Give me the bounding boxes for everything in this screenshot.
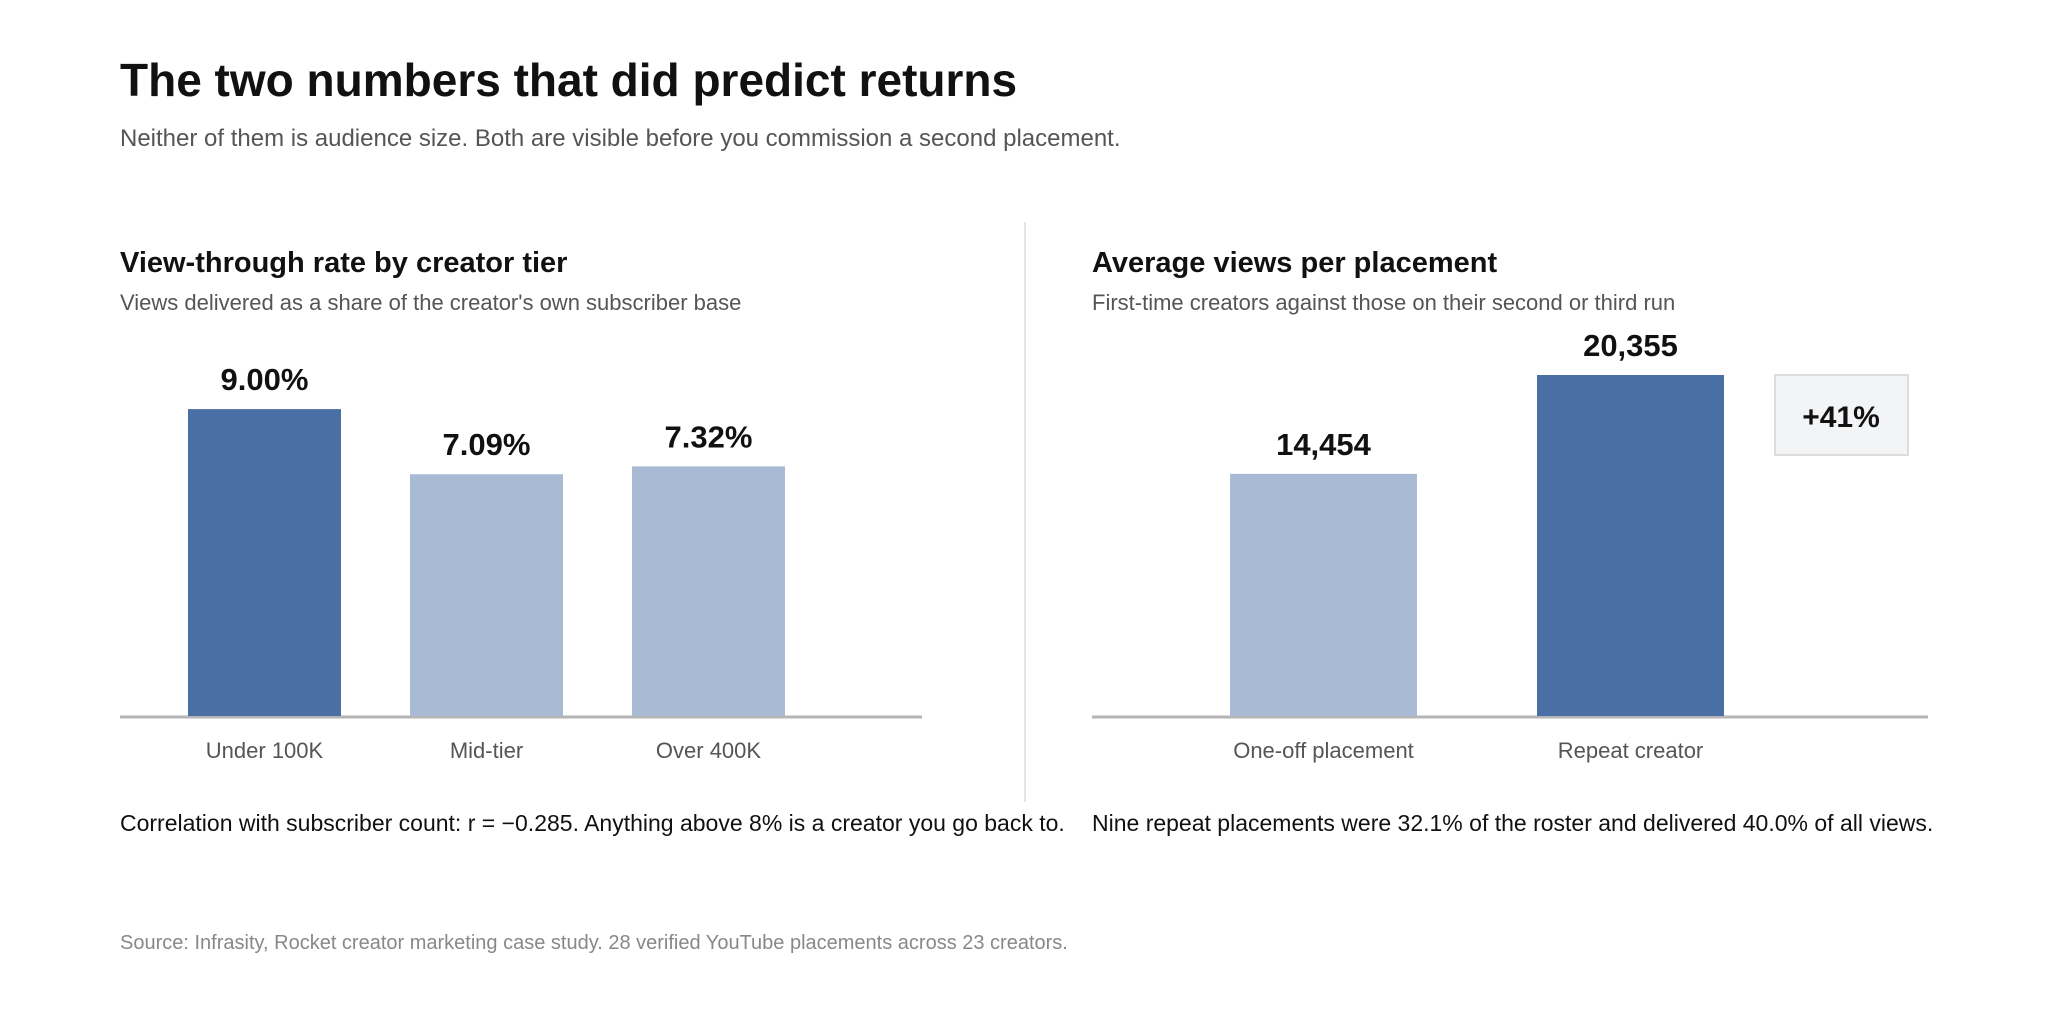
value-label-under-100k: 9.00% xyxy=(221,362,309,397)
tick-label-mid-tier: Mid-tier xyxy=(450,738,523,763)
bar-one-off-placement xyxy=(1230,473,1417,716)
tick-label-over-400k: Over 400K xyxy=(656,738,761,763)
panel-divider xyxy=(1024,222,1026,802)
page-title: The two numbers that did predict returns xyxy=(120,54,1018,106)
right-chart-caption: Nine repeat placements were 32.1% of the… xyxy=(1092,810,1934,836)
callout-box xyxy=(1774,374,1909,456)
callout-uplift: +41% xyxy=(1802,401,1880,434)
source-note: Source: Infrasity, Rocket creator market… xyxy=(120,932,1068,954)
value-label-mid-tier: 7.09% xyxy=(443,427,531,462)
right-chart-subtitle: First-time creators against those on the… xyxy=(1092,290,1676,315)
tick-label-under-100k: Under 100K xyxy=(206,738,324,763)
value-label-one-off-placement: 14,454 xyxy=(1276,427,1372,462)
left-bar-chart: 9.00% Under 100K 7.09% Mid-tier 7.32% Over 40… xyxy=(120,362,922,763)
value-label-over-400k: 7.32% xyxy=(665,419,753,454)
right-bar-chart: 14,454 One-off placement 20,355 Repeat crea… xyxy=(1092,328,1928,763)
left-chart-title: View-through rate by creator tier xyxy=(120,247,568,279)
page-subtitle: Neither of them is audience size. Both a… xyxy=(120,125,1121,152)
left-chart-subtitle: Views delivered as a share of the creato… xyxy=(120,290,742,315)
left-chart-caption: Correlation with subscriber count: r = −… xyxy=(120,810,1065,836)
tick-label-repeat-creator: Repeat creator xyxy=(1558,738,1704,763)
value-label-repeat-creator: 20,355 xyxy=(1583,328,1678,363)
bar-mid-tier xyxy=(410,474,563,716)
tick-label-one-off-placement: One-off placement xyxy=(1233,738,1414,763)
bar-repeat-creator xyxy=(1537,375,1724,716)
bar-over-400k xyxy=(632,466,785,716)
bar-under-100k xyxy=(188,409,341,716)
right-chart-title: Average views per placement xyxy=(1092,247,1498,279)
